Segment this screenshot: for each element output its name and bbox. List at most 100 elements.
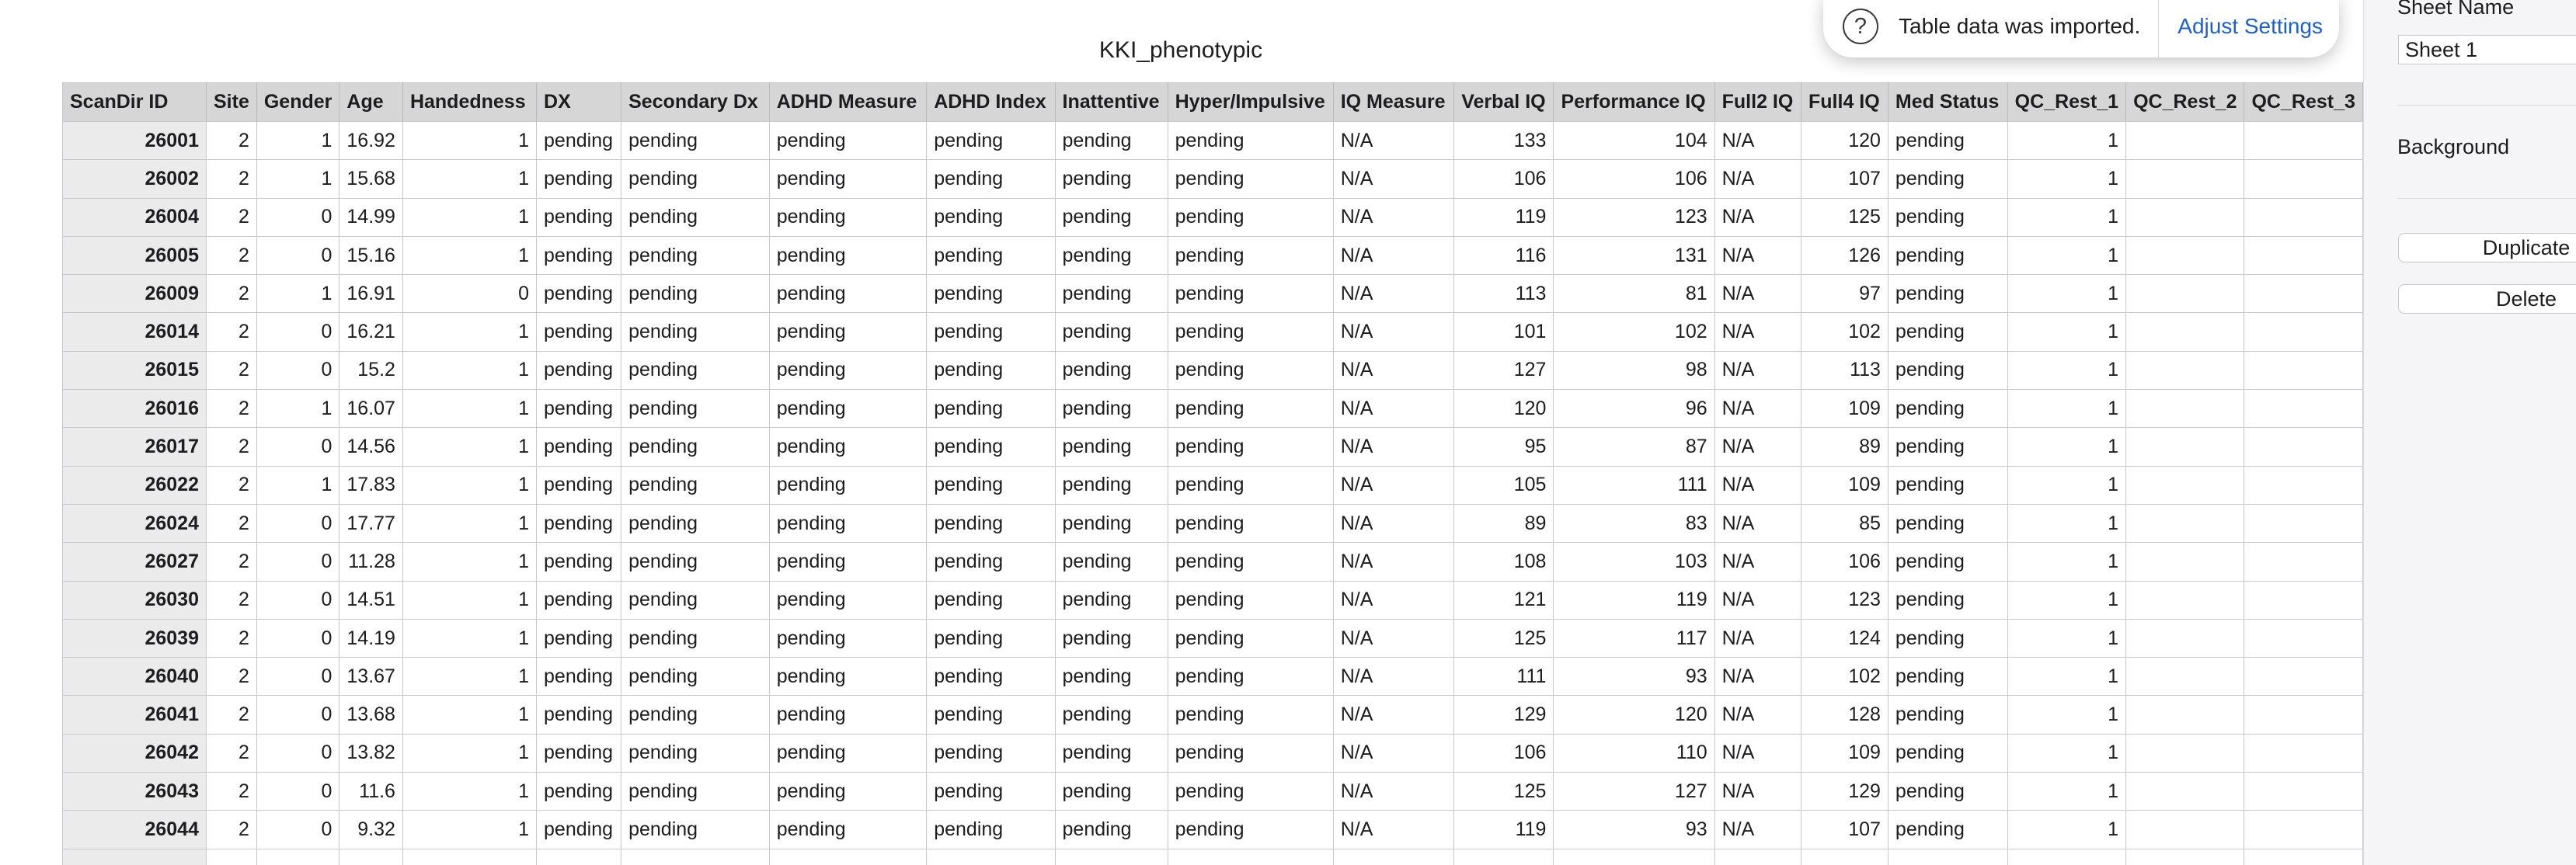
table-cell[interactable]: 0: [256, 504, 340, 544]
table-cell[interactable]: pending: [1055, 542, 1168, 582]
table-cell[interactable]: pending: [1055, 351, 1168, 391]
table-cell[interactable]: 16.21: [339, 312, 403, 352]
table-cell[interactable]: pending: [769, 236, 928, 276]
table-cell[interactable]: 1: [2007, 772, 2127, 811]
table-cell[interactable]: 1: [402, 657, 538, 697]
table-cell[interactable]: 1: [2007, 695, 2127, 735]
table-cell[interactable]: 96: [1553, 389, 1715, 429]
table-cell[interactable]: pending: [769, 198, 928, 237]
table-cell[interactable]: 1: [2007, 236, 2127, 276]
table-cell[interactable]: 14.56: [339, 427, 403, 467]
table-cell[interactable]: pending: [1888, 389, 2008, 429]
column-header[interactable]: Age: [339, 82, 403, 122]
table-cell[interactable]: pending: [1888, 121, 2008, 161]
table-cell[interactable]: pending: [1168, 734, 1334, 773]
adjust-settings-button[interactable]: Adjust Settings: [2177, 14, 2324, 38]
row-header-cell[interactable]: 26030: [62, 581, 207, 620]
table-cell[interactable]: 15.16: [339, 236, 403, 276]
table-cell[interactable]: 14.19: [339, 619, 403, 658]
table-cell[interactable]: pending: [1888, 619, 2008, 658]
table-cell[interactable]: 16.91: [339, 274, 403, 314]
table-cell[interactable]: 1: [402, 159, 538, 199]
table-cell[interactable]: pending: [1888, 198, 2008, 237]
table-cell[interactable]: pending: [621, 312, 770, 352]
table-cell[interactable]: pending: [769, 504, 928, 544]
row-header-cell[interactable]: 26042: [62, 734, 207, 773]
row-header-cell[interactable]: [62, 849, 207, 865]
table-cell[interactable]: pending: [769, 351, 928, 391]
table-cell[interactable]: 2: [206, 772, 257, 811]
table-cell[interactable]: [2244, 198, 2363, 237]
row-header-cell[interactable]: 26002: [62, 159, 207, 199]
table-cell[interactable]: 113: [1453, 274, 1554, 314]
table-cell[interactable]: N/A: [1714, 159, 1802, 199]
table-cell[interactable]: [1055, 849, 1168, 865]
table-cell[interactable]: pending: [536, 236, 622, 276]
table-cell[interactable]: [2125, 581, 2245, 620]
table-cell[interactable]: 1: [2007, 657, 2127, 697]
column-header[interactable]: ADHD Index: [926, 82, 1056, 122]
table-cell[interactable]: 1: [402, 542, 538, 582]
table-cell[interactable]: 0: [256, 734, 340, 773]
table-cell[interactable]: [2125, 427, 2245, 467]
table-cell[interactable]: pending: [769, 772, 928, 811]
row-header-cell[interactable]: 26015: [62, 351, 207, 391]
table-cell[interactable]: pending: [1055, 121, 1168, 161]
table-cell[interactable]: pending: [1888, 427, 2008, 467]
table-cell[interactable]: pending: [1055, 504, 1168, 544]
table-cell[interactable]: pending: [1888, 734, 2008, 773]
table-cell[interactable]: pending: [536, 581, 622, 620]
table-cell[interactable]: pending: [1055, 810, 1168, 849]
table-cell[interactable]: 105: [1453, 466, 1554, 505]
table-cell[interactable]: pending: [926, 504, 1056, 544]
table-cell[interactable]: pending: [621, 121, 770, 161]
table-cell[interactable]: [2125, 542, 2245, 582]
table-cell[interactable]: pending: [1888, 466, 2008, 505]
table-cell[interactable]: pending: [769, 121, 928, 161]
table-cell[interactable]: pending: [621, 695, 770, 735]
table-cell[interactable]: pending: [1168, 772, 1334, 811]
table-cell[interactable]: 13.82: [339, 734, 403, 773]
table-cell[interactable]: pending: [769, 274, 928, 314]
table-cell[interactable]: [2244, 159, 2363, 199]
table-cell[interactable]: 2: [206, 504, 257, 544]
table-cell[interactable]: N/A: [1714, 389, 1802, 429]
table-cell[interactable]: pending: [1055, 427, 1168, 467]
table-cell[interactable]: pending: [621, 581, 770, 620]
table-cell[interactable]: [1333, 849, 1455, 865]
table-cell[interactable]: 106: [1801, 542, 1888, 582]
table-cell[interactable]: pending: [536, 772, 622, 811]
table-cell[interactable]: [402, 849, 538, 865]
table-cell[interactable]: 103: [1553, 542, 1715, 582]
table-cell[interactable]: pending: [1888, 159, 2008, 199]
table-cell[interactable]: pending: [769, 542, 928, 582]
table-cell[interactable]: 106: [1453, 159, 1554, 199]
table-cell[interactable]: N/A: [1714, 581, 1802, 620]
table-cell[interactable]: 15.2: [339, 351, 403, 391]
table-cell[interactable]: pending: [536, 427, 622, 467]
table-cell[interactable]: 117: [1553, 619, 1715, 658]
table-cell[interactable]: 102: [1553, 312, 1715, 352]
table-cell[interactable]: pending: [769, 695, 928, 735]
table-cell[interactable]: 1: [402, 312, 538, 352]
table-cell[interactable]: pending: [536, 121, 622, 161]
table-cell[interactable]: pending: [621, 236, 770, 276]
table-cell[interactable]: 97: [1801, 274, 1888, 314]
table-cell[interactable]: 125: [1801, 198, 1888, 237]
table-cell[interactable]: [2244, 504, 2363, 544]
table-cell[interactable]: N/A: [1714, 351, 1802, 391]
table-cell[interactable]: pending: [536, 542, 622, 582]
table-cell[interactable]: pending: [536, 389, 622, 429]
table-cell[interactable]: [2244, 810, 2363, 849]
table-cell[interactable]: 89: [1453, 504, 1554, 544]
table-cell[interactable]: 133: [1453, 121, 1554, 161]
table-cell[interactable]: pending: [1055, 581, 1168, 620]
table-cell[interactable]: pending: [926, 695, 1056, 735]
table-cell[interactable]: 14.99: [339, 198, 403, 237]
table-cell[interactable]: [2125, 236, 2245, 276]
table-cell[interactable]: 101: [1453, 312, 1554, 352]
table-cell[interactable]: pending: [1055, 159, 1168, 199]
table-cell[interactable]: 98: [1553, 351, 1715, 391]
table-cell[interactable]: 0: [256, 619, 340, 658]
table-cell[interactable]: 120: [1553, 695, 1715, 735]
